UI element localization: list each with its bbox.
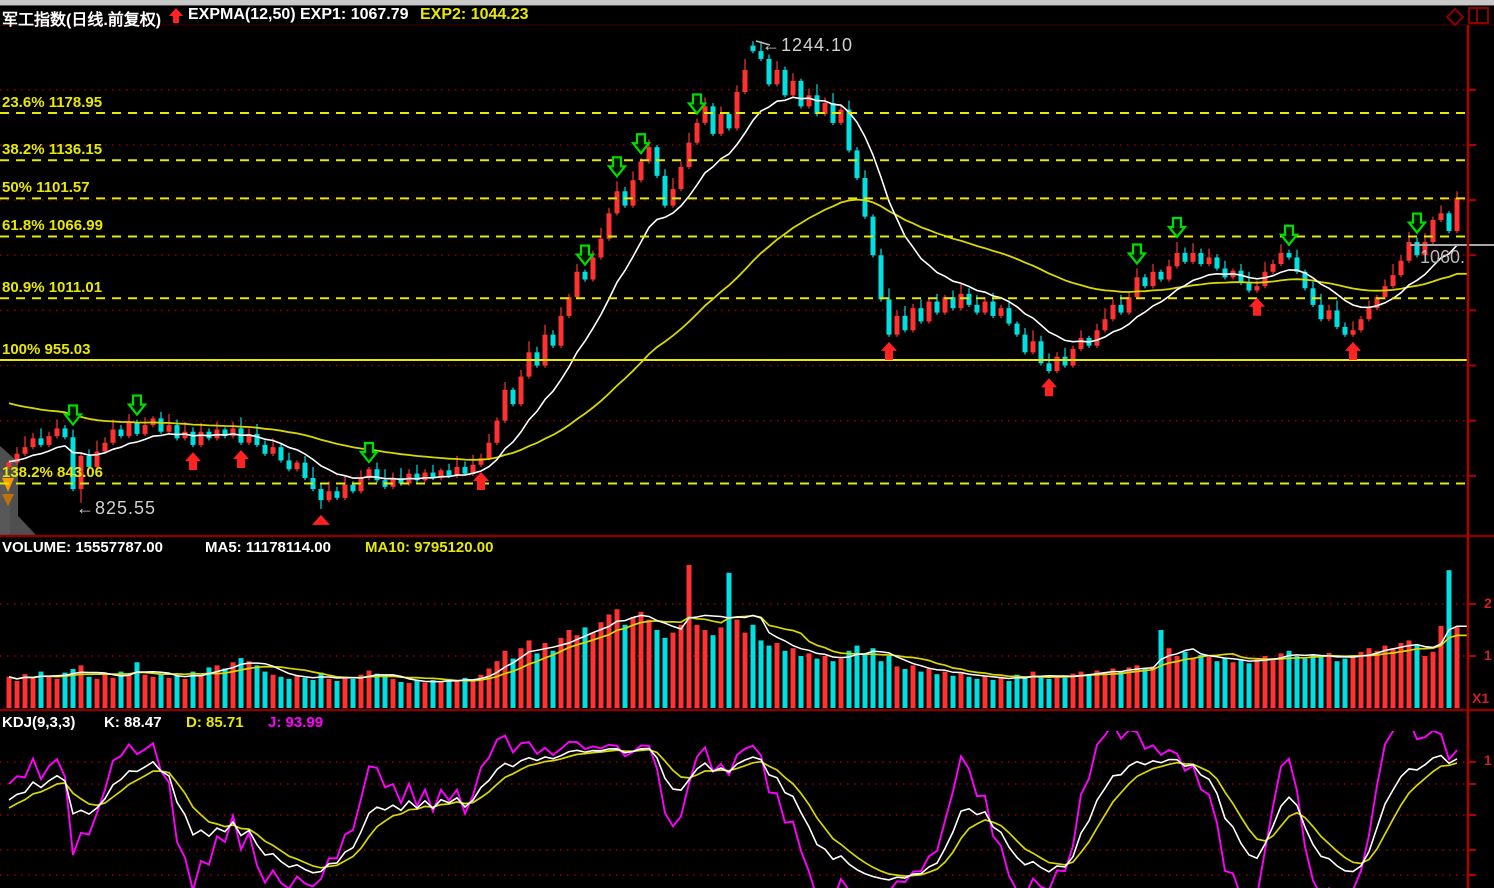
window-top-edge <box>0 0 1494 6</box>
fib-label: 138.2% 843.06 <box>2 464 103 482</box>
fib-label: 80.9% 1011.01 <box>2 279 103 297</box>
high-pointer <box>755 40 771 46</box>
sell-arrow-icon <box>1166 216 1188 239</box>
pane-frames <box>0 24 1494 712</box>
fib-label: 23.6% 1178.95 <box>2 94 103 111</box>
right-price-axis <box>1466 25 1476 888</box>
fib-label: 61.8% 1066.99 <box>2 217 103 235</box>
sell-arrow-icon <box>62 404 84 427</box>
diamond-icon[interactable] <box>1445 7 1466 27</box>
sell-arrow-icon <box>358 441 380 464</box>
exp1-line <box>8 96 1468 481</box>
kdj-gridlines <box>0 761 1468 876</box>
volume-gridlines <box>0 603 1468 657</box>
buy-arrow-icon <box>185 452 201 471</box>
exp2-line <box>8 198 1468 461</box>
buy-arrow-icon <box>881 341 897 360</box>
sell-arrow-icon <box>126 394 148 417</box>
split-window-icon[interactable] <box>1468 7 1489 25</box>
volume-ma5-line <box>8 614 1468 683</box>
candlesticks <box>6 41 1460 509</box>
sell-arrow-icon <box>574 244 596 267</box>
kdj-lines <box>8 731 1458 888</box>
fib-label: 50% 1101.57 <box>2 179 90 197</box>
fib-label: 100% 955.03 <box>2 340 91 358</box>
sell-arrow-icon <box>630 133 652 155</box>
buy-arrow-icon <box>1249 297 1265 316</box>
sell-arrow-icon <box>686 93 708 116</box>
sell-arrow-icon <box>1126 243 1148 266</box>
buy-arrow-icon <box>1345 341 1361 360</box>
sell-arrow-icon <box>1406 212 1428 235</box>
sell-arrow-icon <box>606 156 628 179</box>
buy-arrow-icon <box>1041 378 1057 397</box>
bottom-triangle-icon <box>312 514 330 525</box>
volume-bars <box>6 565 1460 708</box>
fib-lines <box>0 112 1468 485</box>
buy-arrow-icon <box>473 472 489 491</box>
trade-signals <box>62 93 1428 525</box>
up-arrow-icon <box>168 8 188 26</box>
fib-label: 38.2% 1136.15 <box>2 141 103 159</box>
buy-arrow-icon <box>233 449 249 468</box>
sell-arrow-icon <box>1278 224 1300 247</box>
